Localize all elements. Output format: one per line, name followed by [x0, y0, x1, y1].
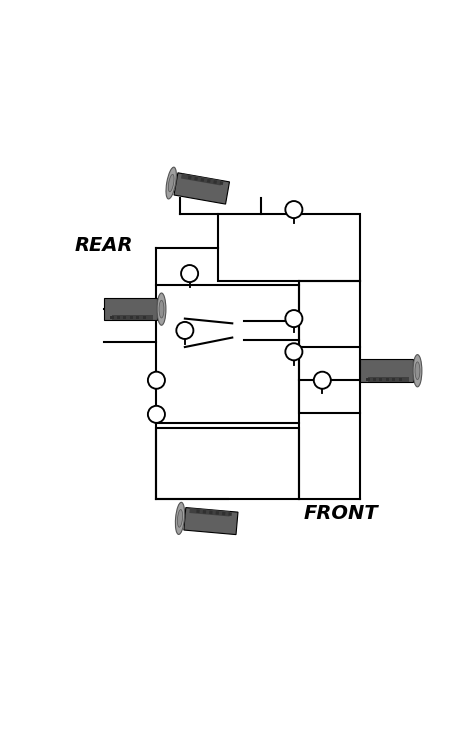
- Ellipse shape: [166, 167, 176, 199]
- Circle shape: [148, 372, 165, 389]
- Polygon shape: [104, 298, 156, 321]
- Circle shape: [148, 406, 165, 423]
- Circle shape: [176, 322, 193, 339]
- Polygon shape: [123, 316, 127, 319]
- Polygon shape: [379, 378, 383, 381]
- Circle shape: [285, 343, 302, 360]
- Polygon shape: [188, 176, 191, 179]
- Polygon shape: [203, 510, 206, 514]
- Polygon shape: [386, 378, 389, 381]
- Circle shape: [181, 265, 198, 282]
- Ellipse shape: [157, 293, 166, 325]
- Polygon shape: [201, 178, 204, 182]
- Polygon shape: [194, 176, 198, 181]
- Polygon shape: [360, 359, 412, 382]
- Ellipse shape: [177, 509, 182, 527]
- Ellipse shape: [175, 502, 185, 534]
- Polygon shape: [112, 315, 153, 321]
- Polygon shape: [209, 511, 213, 514]
- Text: FRONT: FRONT: [304, 504, 379, 523]
- Polygon shape: [373, 378, 376, 381]
- Polygon shape: [190, 508, 230, 517]
- Polygon shape: [110, 316, 114, 319]
- Circle shape: [285, 310, 302, 327]
- Polygon shape: [174, 173, 229, 204]
- Polygon shape: [136, 316, 139, 319]
- Polygon shape: [399, 378, 402, 381]
- Polygon shape: [366, 378, 370, 381]
- Polygon shape: [143, 316, 146, 319]
- Ellipse shape: [168, 174, 174, 192]
- Polygon shape: [181, 173, 221, 185]
- Polygon shape: [130, 316, 133, 319]
- Polygon shape: [184, 507, 238, 534]
- Polygon shape: [392, 378, 395, 381]
- Polygon shape: [228, 512, 232, 516]
- Polygon shape: [222, 512, 226, 515]
- Polygon shape: [207, 179, 210, 183]
- Ellipse shape: [413, 354, 422, 386]
- Ellipse shape: [159, 300, 164, 318]
- Polygon shape: [117, 316, 120, 319]
- Ellipse shape: [415, 362, 420, 380]
- Polygon shape: [368, 377, 409, 382]
- Circle shape: [314, 372, 331, 389]
- Polygon shape: [196, 509, 200, 513]
- Text: REAR: REAR: [75, 236, 134, 255]
- Polygon shape: [219, 182, 223, 185]
- Circle shape: [285, 201, 302, 218]
- Polygon shape: [213, 180, 217, 184]
- Polygon shape: [216, 511, 219, 515]
